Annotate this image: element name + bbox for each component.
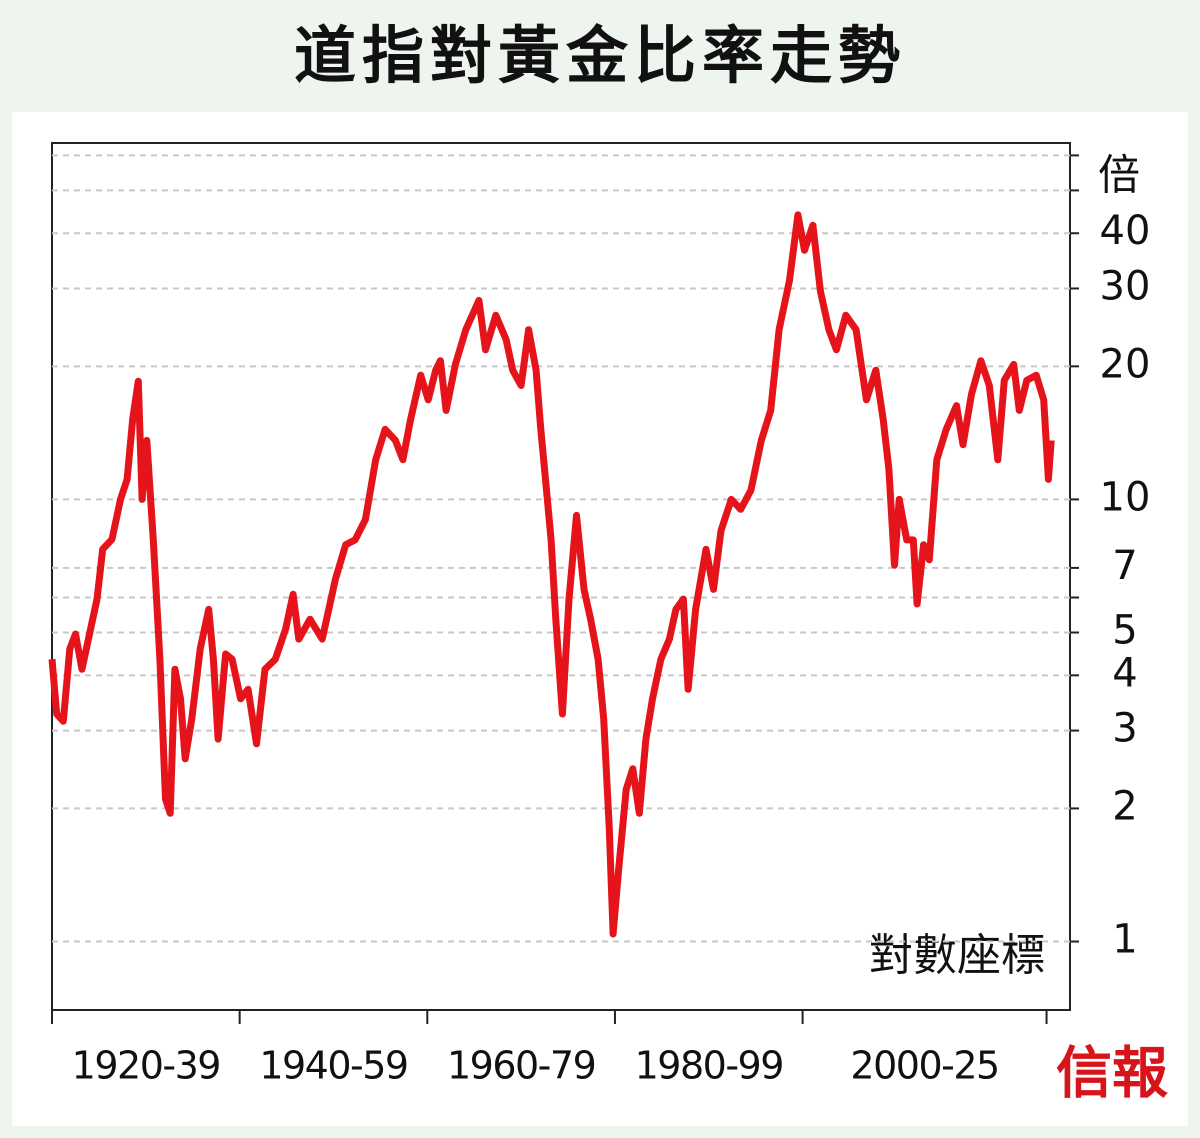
data-line (48, 211, 1055, 938)
y-tick-label: 7 (1112, 543, 1137, 589)
x-period-label: 1920-39 (72, 1044, 220, 1088)
y-tick-label: 3 (1112, 706, 1137, 752)
x-period-label: 2000-25 (850, 1044, 998, 1088)
y-tick-label: 30 (1100, 263, 1151, 309)
unit-label: 倍 (1098, 151, 1140, 200)
x-period-label: 1940-59 (259, 1044, 407, 1088)
x-period-label: 1980-99 (635, 1044, 783, 1088)
y-tick-label: 40 (1100, 208, 1151, 254)
y-tick-label: 1 (1112, 917, 1137, 963)
annotation: 對數座標 (869, 930, 1045, 981)
y-tick-label: 4 (1112, 650, 1137, 696)
chart-title: 道指對黃金比率走勢 (294, 19, 906, 92)
plot-frame (51, 142, 1071, 1011)
y-tick-label: 2 (1112, 783, 1137, 829)
y-tick-label: 20 (1100, 341, 1151, 387)
x-period-label: 1960-79 (447, 1044, 595, 1088)
y-tick-label: 10 (1100, 474, 1151, 520)
source-logo: 信報 (1056, 1041, 1168, 1107)
y-tick-label: 5 (1112, 608, 1137, 654)
